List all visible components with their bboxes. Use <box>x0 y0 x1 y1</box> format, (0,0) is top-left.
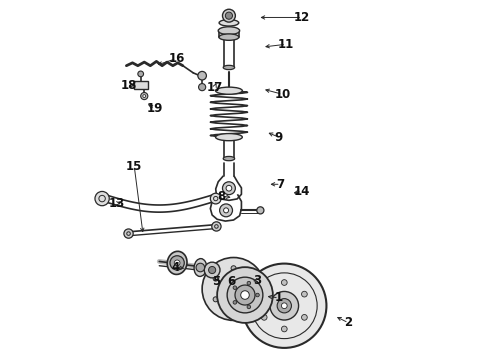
Text: 11: 11 <box>278 38 294 51</box>
FancyBboxPatch shape <box>134 81 148 89</box>
Circle shape <box>247 282 251 285</box>
Circle shape <box>220 204 232 217</box>
Circle shape <box>231 307 236 312</box>
Text: 2: 2 <box>344 316 353 329</box>
Circle shape <box>138 71 144 77</box>
Circle shape <box>223 208 228 213</box>
Ellipse shape <box>223 157 235 161</box>
Circle shape <box>241 291 249 299</box>
Circle shape <box>143 95 146 98</box>
Circle shape <box>233 286 237 289</box>
Circle shape <box>209 266 216 274</box>
Text: 19: 19 <box>147 102 163 115</box>
Text: 17: 17 <box>206 81 223 94</box>
Circle shape <box>270 292 298 320</box>
Circle shape <box>256 293 259 297</box>
Circle shape <box>281 326 287 332</box>
Circle shape <box>174 260 180 266</box>
Circle shape <box>141 93 148 100</box>
Circle shape <box>231 266 236 271</box>
Ellipse shape <box>216 134 243 141</box>
Circle shape <box>261 315 267 320</box>
Circle shape <box>249 276 254 281</box>
Text: 13: 13 <box>108 197 124 210</box>
Ellipse shape <box>223 65 235 69</box>
Circle shape <box>95 192 109 206</box>
Text: 18: 18 <box>121 79 137 92</box>
Text: 16: 16 <box>168 52 185 65</box>
Ellipse shape <box>219 34 239 40</box>
Text: 3: 3 <box>253 274 262 287</box>
Circle shape <box>213 276 218 281</box>
Circle shape <box>223 279 244 299</box>
Circle shape <box>229 285 238 293</box>
Circle shape <box>217 267 273 323</box>
Circle shape <box>204 262 220 278</box>
Text: 14: 14 <box>294 185 310 198</box>
Circle shape <box>198 84 206 91</box>
Text: 10: 10 <box>274 88 291 101</box>
Text: 8: 8 <box>218 190 226 203</box>
Ellipse shape <box>218 27 240 35</box>
Circle shape <box>226 185 232 191</box>
Circle shape <box>233 301 237 304</box>
Text: 9: 9 <box>275 131 283 144</box>
Ellipse shape <box>219 19 239 26</box>
Circle shape <box>247 305 251 309</box>
Circle shape <box>242 264 326 348</box>
Circle shape <box>281 303 287 309</box>
Circle shape <box>261 291 267 297</box>
Circle shape <box>257 207 264 214</box>
Circle shape <box>202 257 265 320</box>
Circle shape <box>281 280 287 285</box>
Text: 4: 4 <box>171 261 179 274</box>
Circle shape <box>235 285 255 305</box>
Circle shape <box>301 291 307 297</box>
Circle shape <box>212 222 221 231</box>
Text: 6: 6 <box>227 275 236 288</box>
Text: 1: 1 <box>275 291 283 305</box>
Circle shape <box>198 71 206 80</box>
Circle shape <box>301 315 307 320</box>
Circle shape <box>222 9 235 22</box>
Circle shape <box>222 182 235 195</box>
Ellipse shape <box>216 87 243 94</box>
Circle shape <box>196 263 205 272</box>
Ellipse shape <box>194 258 207 276</box>
Text: 15: 15 <box>126 160 143 173</box>
Circle shape <box>210 193 221 204</box>
Circle shape <box>277 298 292 313</box>
Circle shape <box>124 229 133 238</box>
Circle shape <box>213 297 218 302</box>
Circle shape <box>227 277 263 313</box>
Text: 7: 7 <box>277 178 285 191</box>
Ellipse shape <box>167 251 187 274</box>
Circle shape <box>225 12 232 19</box>
Text: 12: 12 <box>294 11 310 24</box>
Text: 5: 5 <box>212 275 220 288</box>
Circle shape <box>170 256 184 270</box>
Circle shape <box>249 297 254 302</box>
